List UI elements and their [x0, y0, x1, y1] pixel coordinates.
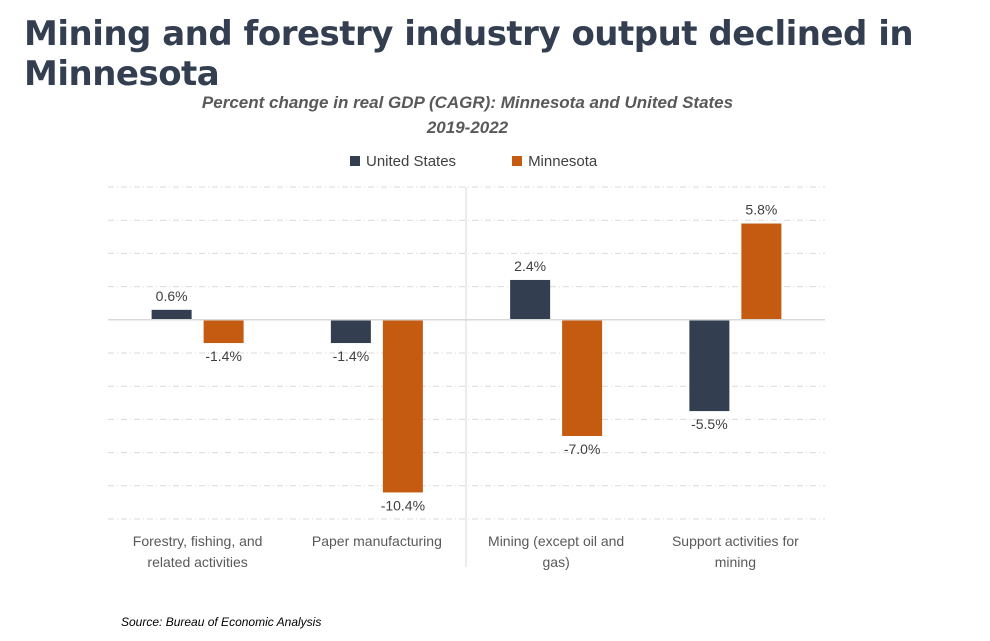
- category-label: Support activities for: [672, 533, 799, 549]
- bar-us: [510, 279, 551, 320]
- data-label: 0.6%: [156, 288, 188, 304]
- category-label: Paper manufacturing: [312, 533, 442, 549]
- legend-label-mn: Minnesota: [528, 153, 598, 170]
- legend-item-us: United States: [350, 153, 456, 170]
- legend-item-mn: Minnesota: [512, 153, 597, 170]
- bar-us: [151, 309, 192, 320]
- legend-label-us: United States: [366, 153, 457, 170]
- chart-title: Percent change in real GDP (CAGR): Minne…: [0, 90, 935, 140]
- bar-mn: [382, 319, 423, 493]
- category-label: gas): [543, 554, 570, 570]
- data-label: -10.4%: [381, 497, 425, 513]
- data-label: -1.4%: [333, 348, 370, 364]
- data-label: -1.4%: [205, 348, 242, 364]
- bar-mn: [562, 319, 603, 436]
- legend: United States Minnesota: [350, 153, 597, 170]
- data-label: -5.5%: [691, 416, 728, 432]
- page-title: Mining and forestry industry output decl…: [24, 14, 914, 94]
- source-note: Source: Bureau of Economic Analysis: [121, 615, 322, 629]
- bar-us: [330, 319, 371, 344]
- category-label: related activities: [147, 554, 247, 570]
- category-label: Mining (except oil and: [488, 533, 624, 549]
- legend-swatch-us: [350, 156, 360, 166]
- bar-us: [689, 319, 730, 412]
- bar-mn: [741, 223, 782, 320]
- chart-subtitle: 2019-2022: [426, 118, 509, 137]
- category-label: Forestry, fishing, and: [133, 533, 263, 549]
- data-label: -7.0%: [564, 441, 601, 457]
- category-label: mining: [715, 554, 756, 570]
- data-label: 2.4%: [514, 258, 546, 274]
- legend-swatch-mn: [512, 156, 523, 166]
- data-label: 5.8%: [745, 202, 777, 218]
- bar-mn: [203, 319, 244, 344]
- chart-title-line: Percent change in real GDP (CAGR): Minne…: [201, 93, 734, 112]
